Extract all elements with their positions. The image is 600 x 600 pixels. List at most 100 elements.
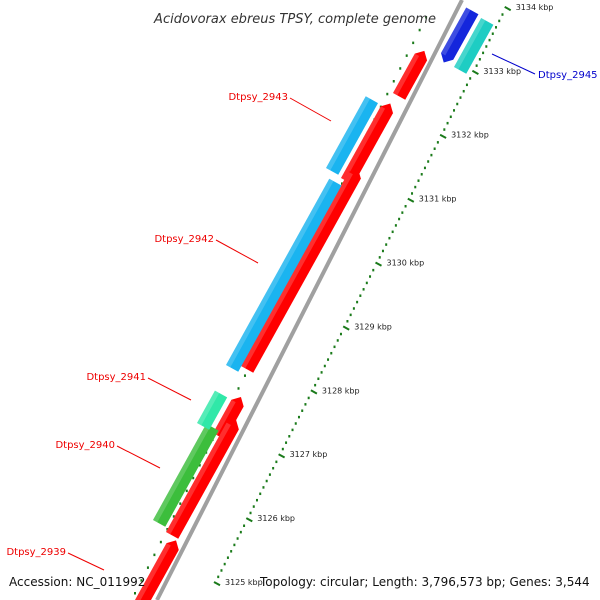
minor-tick xyxy=(394,224,397,227)
minor-tick xyxy=(327,358,330,361)
minor-tick xyxy=(272,466,275,470)
minor-tick xyxy=(404,204,407,208)
cds-blue-bar xyxy=(441,7,479,63)
minor-tick xyxy=(362,288,365,291)
minor-tick xyxy=(341,182,344,185)
minor-tick xyxy=(352,307,355,310)
major-tick xyxy=(439,133,447,139)
minor-tick xyxy=(317,377,320,381)
cds-red-bar xyxy=(135,540,179,600)
minor-tick xyxy=(226,556,229,559)
minor-tick xyxy=(501,13,504,16)
cds-red-bar xyxy=(341,103,393,185)
minor-tick xyxy=(320,371,323,374)
backbone-line xyxy=(155,0,464,600)
minor-tick xyxy=(230,550,233,553)
minor-tick xyxy=(456,102,459,106)
minor-tick xyxy=(399,67,402,70)
tick-label: 3134 kbp xyxy=(516,3,554,12)
minor-tick xyxy=(333,345,336,349)
minor-tick xyxy=(459,96,462,99)
gene-labels: Dtpsy_2945 Dtpsy_2943 Dtpsy_2942 Dtpsy_2941… xyxy=(6,53,598,571)
minor-tick xyxy=(462,89,465,93)
gene-label-leader xyxy=(215,239,259,264)
tick-label: 3127 kbp xyxy=(290,450,328,459)
minor-tick xyxy=(391,230,394,234)
minor-tick xyxy=(446,121,449,125)
minor-tick xyxy=(243,374,246,377)
minor-tick xyxy=(420,173,423,176)
minor-tick xyxy=(412,41,415,45)
minor-tick xyxy=(414,185,417,189)
minor-tick xyxy=(217,575,220,579)
minor-tick xyxy=(369,275,372,278)
minor-tick xyxy=(172,515,175,518)
minor-tick xyxy=(236,537,239,540)
minor-tick xyxy=(423,166,426,170)
genome-title: Acidovorax ebreus TPSY, complete genome xyxy=(153,12,436,27)
minor-tick xyxy=(192,476,195,480)
minor-tick xyxy=(220,569,223,572)
minor-tick xyxy=(411,192,414,195)
minor-tick xyxy=(307,396,310,400)
topology-text: Topology: circular; Length: 3,796,573 bp… xyxy=(260,575,590,589)
minor-tick xyxy=(488,38,491,42)
gene-label-leader xyxy=(491,53,536,75)
minor-tick xyxy=(356,300,359,304)
tick-label: 3126 kbp xyxy=(257,514,295,523)
minor-tick xyxy=(346,320,349,323)
cds-red-bar xyxy=(393,50,428,100)
minor-tick xyxy=(417,179,420,182)
minor-tick xyxy=(268,473,271,476)
major-tick xyxy=(213,581,221,587)
major-tick xyxy=(471,69,479,75)
cds-blue-bar xyxy=(226,178,342,372)
kbp-ruler: 3125 kbp 3126 kbp 3127 kbp 3128 kbp 3129 kbp… xyxy=(213,3,554,587)
minor-tick xyxy=(265,479,268,483)
minor-tick xyxy=(385,243,388,246)
minor-tick xyxy=(418,28,421,32)
genome-backbone xyxy=(155,0,464,600)
minor-tick xyxy=(134,592,136,595)
minor-tick xyxy=(427,160,430,163)
minor-tick xyxy=(449,115,452,119)
minor-tick xyxy=(146,566,149,569)
minor-tick xyxy=(349,313,352,317)
cds-features xyxy=(135,7,494,600)
minor-tick xyxy=(485,45,488,48)
minor-tick xyxy=(436,141,439,144)
minor-tick xyxy=(405,54,408,57)
major-tick xyxy=(245,517,253,523)
minor-tick xyxy=(398,217,401,221)
minor-tick xyxy=(185,489,188,493)
tick-label: 3129 kbp xyxy=(354,322,392,331)
minor-tick xyxy=(275,460,278,464)
minor-tick xyxy=(288,435,291,438)
minor-tick xyxy=(430,153,433,157)
minor-tick xyxy=(339,332,342,336)
minor-tick xyxy=(453,109,456,112)
cds-red-bar xyxy=(241,169,361,373)
minor-tick xyxy=(336,339,339,342)
minor-tick xyxy=(243,524,246,527)
minor-tick xyxy=(359,294,362,297)
minor-tick xyxy=(386,92,389,96)
minor-tick xyxy=(365,281,368,285)
minor-tick xyxy=(401,211,404,214)
minor-tick xyxy=(443,128,446,131)
minor-tick xyxy=(323,364,326,368)
tick-label: 3132 kbp xyxy=(451,131,489,140)
minor-tick xyxy=(498,19,501,23)
cds-cyan-bar xyxy=(454,18,494,74)
minor-tick xyxy=(255,498,258,502)
minor-tick xyxy=(381,249,384,253)
gene-label: Dtpsy_2939 xyxy=(6,547,66,558)
minor-tick xyxy=(482,51,485,55)
major-tick xyxy=(375,261,382,267)
tick-label: 3131 kbp xyxy=(419,195,457,204)
gene-label: Dtpsy_2943 xyxy=(228,92,288,103)
minor-tick xyxy=(392,80,395,83)
cds-red-bar xyxy=(213,397,244,440)
minor-tick xyxy=(239,530,242,534)
